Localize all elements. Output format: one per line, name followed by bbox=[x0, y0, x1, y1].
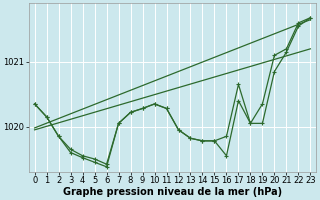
X-axis label: Graphe pression niveau de la mer (hPa): Graphe pression niveau de la mer (hPa) bbox=[63, 187, 282, 197]
